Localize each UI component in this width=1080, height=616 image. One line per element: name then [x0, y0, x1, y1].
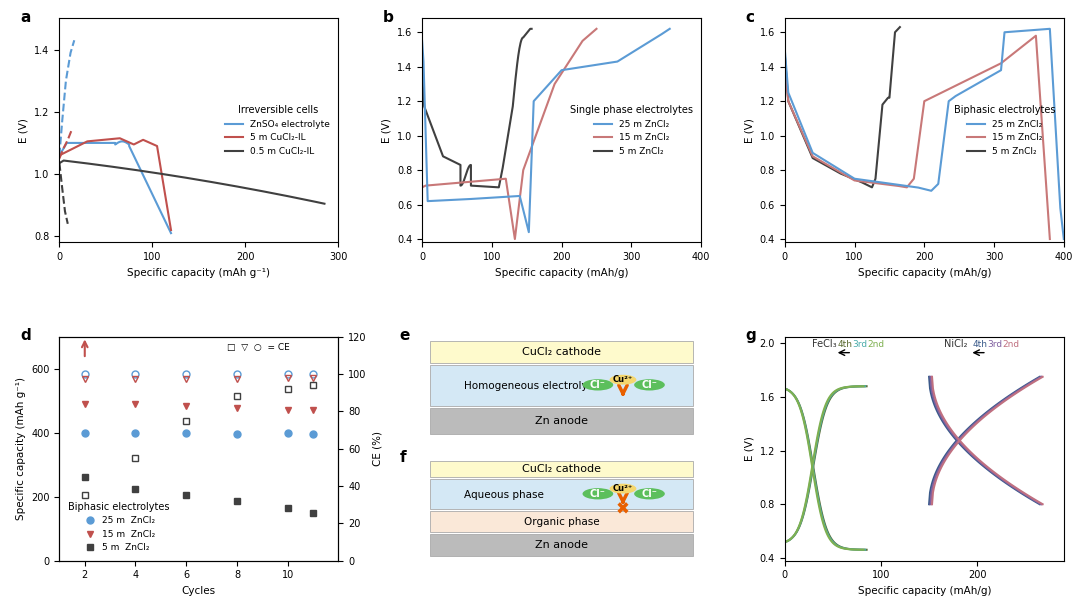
Text: Cu²⁺: Cu²⁺ [612, 484, 633, 493]
Text: 2nd: 2nd [867, 340, 885, 349]
Y-axis label: Specific capacity (mAh g⁻¹): Specific capacity (mAh g⁻¹) [15, 377, 26, 520]
FancyBboxPatch shape [431, 511, 692, 532]
Text: □  ▽  ○  = CE: □ ▽ ○ = CE [227, 343, 289, 352]
FancyBboxPatch shape [431, 365, 692, 407]
Text: ✖: ✖ [616, 501, 630, 519]
Text: Zn anode: Zn anode [535, 416, 589, 426]
Legend: 25 m  ZnCl₂, 15 m  ZnCl₂, 5 m  ZnCl₂: 25 m ZnCl₂, 15 m ZnCl₂, 5 m ZnCl₂ [64, 498, 173, 556]
Text: Cl⁻: Cl⁻ [642, 488, 658, 499]
FancyBboxPatch shape [431, 341, 692, 363]
Text: Cl⁻: Cl⁻ [590, 380, 606, 390]
Text: CuCl₂ cathode: CuCl₂ cathode [522, 464, 602, 474]
Text: Aqueous phase: Aqueous phase [464, 490, 544, 500]
Text: 3rd: 3rd [987, 340, 1002, 349]
Text: d: d [21, 328, 31, 342]
Text: 2nd: 2nd [1002, 340, 1020, 349]
Text: Organic phase: Organic phase [524, 516, 599, 527]
Text: f: f [400, 450, 406, 464]
Text: Cu²⁺: Cu²⁺ [612, 375, 633, 384]
Text: b: b [383, 9, 394, 25]
Text: c: c [746, 9, 755, 25]
Text: e: e [400, 328, 410, 343]
FancyBboxPatch shape [431, 479, 692, 509]
Legend: 25 m ZnCl₂, 15 m ZnCl₂, 5 m ZnCl₂: 25 m ZnCl₂, 15 m ZnCl₂, 5 m ZnCl₂ [950, 102, 1059, 160]
Text: 4th: 4th [838, 340, 853, 349]
Y-axis label: E (V): E (V) [381, 118, 391, 143]
Circle shape [582, 488, 613, 500]
X-axis label: Specific capacity (mAh/g): Specific capacity (mAh/g) [495, 268, 629, 278]
X-axis label: Specific capacity (mAh/g): Specific capacity (mAh/g) [858, 268, 991, 278]
Legend: 25 m ZnCl₂, 15 m ZnCl₂, 5 m ZnCl₂: 25 m ZnCl₂, 15 m ZnCl₂, 5 m ZnCl₂ [566, 102, 697, 160]
Circle shape [582, 379, 613, 391]
Text: Cl⁻: Cl⁻ [590, 488, 606, 499]
FancyBboxPatch shape [431, 408, 692, 434]
Text: Zn anode: Zn anode [535, 540, 589, 550]
Text: Homogeneous electrolyte: Homogeneous electrolyte [464, 381, 598, 391]
Circle shape [609, 375, 636, 384]
X-axis label: Specific capacity (mAh g⁻¹): Specific capacity (mAh g⁻¹) [127, 268, 270, 278]
Text: Cl⁻: Cl⁻ [642, 380, 658, 390]
FancyBboxPatch shape [431, 461, 692, 477]
Circle shape [634, 379, 665, 391]
Text: 4th: 4th [972, 340, 987, 349]
Text: NiCl₂: NiCl₂ [944, 339, 967, 349]
X-axis label: Specific capacity (mAh/g): Specific capacity (mAh/g) [858, 586, 991, 596]
Legend: ZnSO₄ electrolyte, 5 m CuCl₂-IL, 0.5 m CuCl₂-IL: ZnSO₄ electrolyte, 5 m CuCl₂-IL, 0.5 m C… [221, 102, 334, 160]
Y-axis label: E (V): E (V) [744, 118, 754, 143]
X-axis label: Cycles: Cycles [181, 586, 216, 596]
Text: FeCl₃: FeCl₃ [812, 339, 836, 349]
Circle shape [634, 488, 665, 500]
Text: a: a [21, 9, 30, 25]
Text: g: g [746, 328, 756, 342]
Y-axis label: E (V): E (V) [18, 118, 29, 143]
Text: 3rd: 3rd [852, 340, 867, 349]
Y-axis label: E (V): E (V) [744, 436, 754, 461]
Circle shape [609, 484, 636, 493]
Y-axis label: CE (%): CE (%) [373, 431, 382, 466]
FancyBboxPatch shape [431, 534, 692, 556]
Text: CuCl₂ cathode: CuCl₂ cathode [522, 347, 602, 357]
